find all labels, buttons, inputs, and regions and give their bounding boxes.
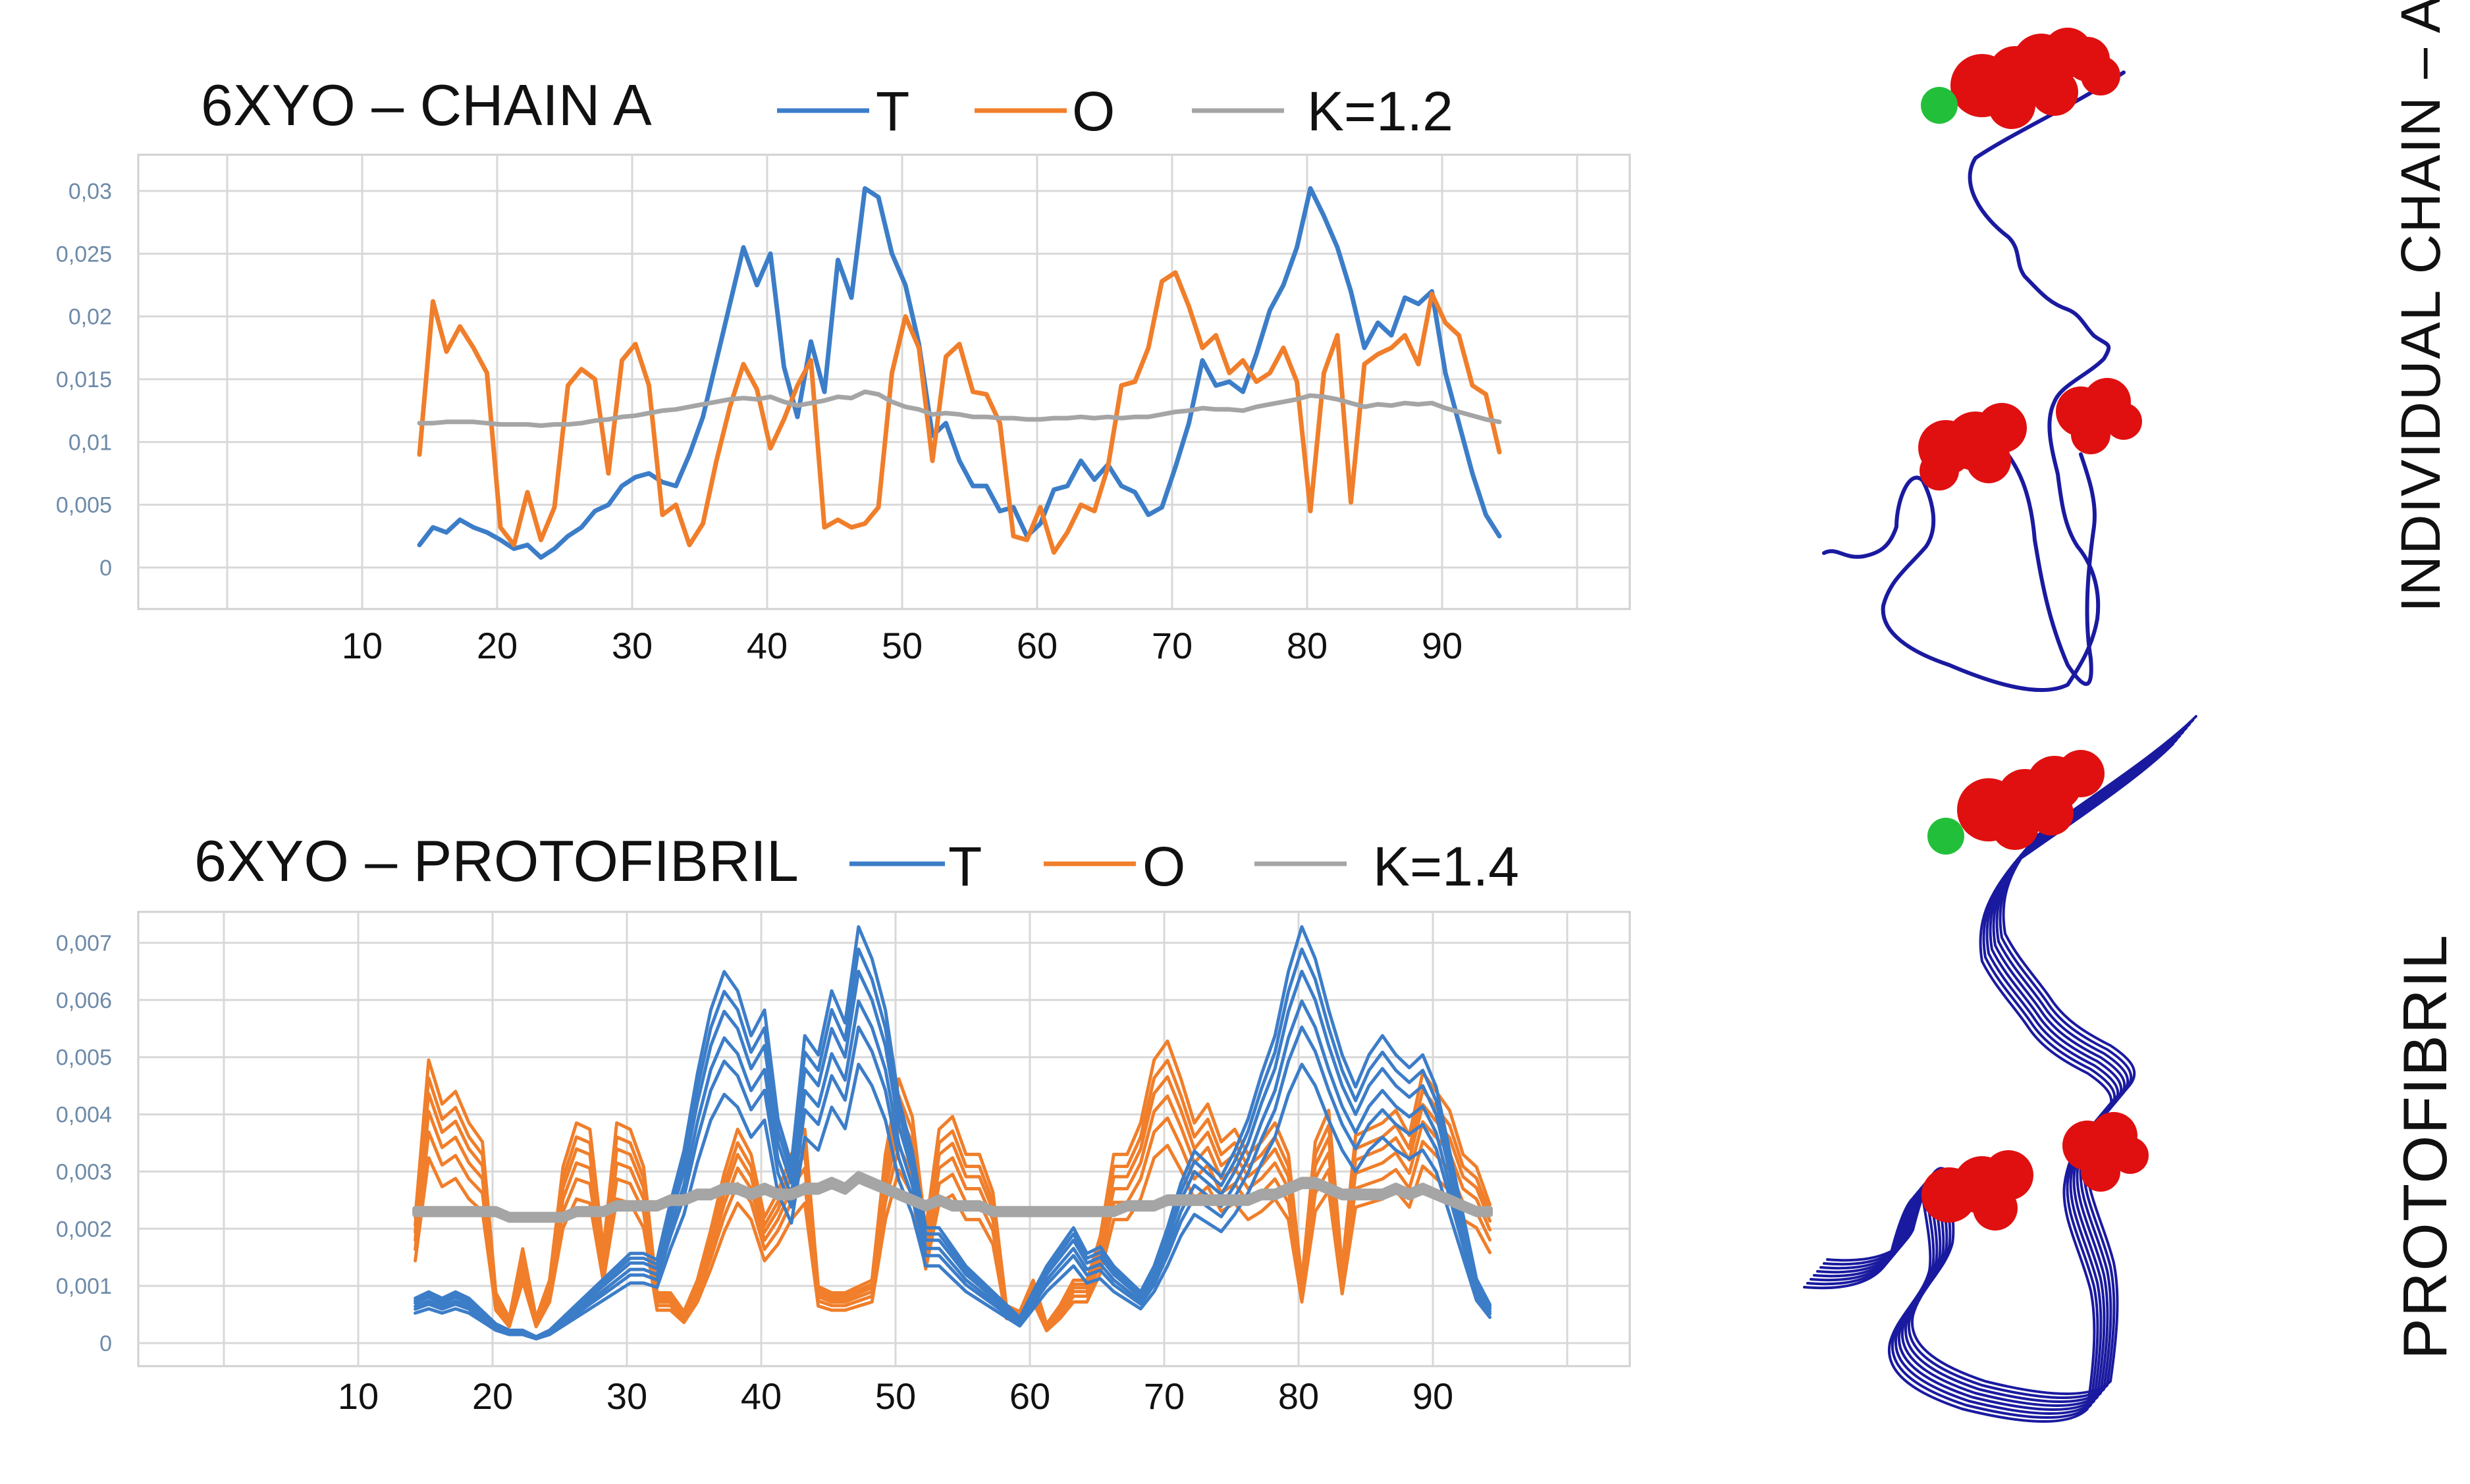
chart-title: 6XYO – PROTOFIBRIL <box>194 828 799 893</box>
protein-ribbon-chain-icon <box>1822 28 2142 693</box>
series-line-o <box>417 270 1502 555</box>
x-tick-label: 40 <box>741 1375 782 1417</box>
series-lines <box>412 925 1493 1340</box>
series-line-t <box>417 186 1502 560</box>
x-tick-label: 20 <box>477 625 518 666</box>
series-line-k-1-2 <box>417 389 1502 428</box>
series-line-t-chain-1 <box>414 1063 1492 1340</box>
chart-chain-a: 0 0,005 0,01 0,015 0,02 0,025 0,03 10 20 30 40 50 6… <box>56 72 1631 666</box>
series-line-o-chain-1 <box>414 1144 1492 1333</box>
series-line-t-chain-2 <box>414 1025 1492 1340</box>
y-tick-label: 0,007 <box>56 931 112 956</box>
y-tick-label: 0,002 <box>56 1217 112 1242</box>
x-tick-label: 70 <box>1152 625 1193 666</box>
plot-frame <box>137 911 1631 1367</box>
y-tick-label: 0,005 <box>56 493 112 518</box>
x-tick-label: 80 <box>1278 1375 1319 1417</box>
x-tick-label: 40 <box>747 625 788 666</box>
protofibril-strand <box>1806 739 2178 1419</box>
x-tick-label: 50 <box>875 1375 916 1417</box>
x-tick-label: 30 <box>606 1375 647 1417</box>
y-tick-labels: 0 0,001 0,002 0,003 0,004 0,005 0,006 0,007 <box>56 931 112 1356</box>
x-tick-labels: 10 20 30 40 50 60 70 80 90 <box>342 625 1463 666</box>
y-tick-labels: 0 0,005 0,01 0,015 0,02 0,025 0,03 <box>56 179 112 581</box>
chart-protofibril: 0 0,001 0,002 0,003 0,004 0,005 0,006 0,007 10 2… <box>56 828 1631 1417</box>
series-line-k-1-4-chain-6 <box>412 1171 1493 1218</box>
x-tick-label: 90 <box>1412 1375 1453 1417</box>
x-tick-label: 10 <box>338 1375 379 1417</box>
legend-label-t: T <box>876 80 909 142</box>
x-tick-label: 50 <box>882 625 923 666</box>
protofibril-strand <box>1810 735 2181 1415</box>
chart-title: 6XYO – CHAIN A <box>201 72 652 138</box>
protein-ribbon-protofibril-icon <box>1803 715 2197 1423</box>
side-label-individual-chain: INDIVIDUAL CHAIN – A <box>2390 0 2452 612</box>
x-tick-label: 80 <box>1287 625 1328 666</box>
x-tick-label: 30 <box>612 625 653 666</box>
y-tick-label: 0,02 <box>68 305 112 330</box>
y-tick-label: 0,01 <box>68 430 112 455</box>
x-tick-label: 20 <box>472 1375 513 1417</box>
y-tick-label: 0,015 <box>56 367 112 392</box>
series-line-t-chain-3 <box>414 999 1492 1340</box>
y-tick-label: 0,005 <box>56 1046 112 1071</box>
legend: T O K=1.4 <box>849 835 1519 897</box>
series-line-t-chain-5 <box>414 947 1492 1339</box>
protofibril-strand <box>1803 743 2174 1423</box>
legend-label-k: K=1.4 <box>1373 835 1519 897</box>
legend-label-k: K=1.2 <box>1307 80 1453 142</box>
side-label-protofibril: PROTOFIBRIL <box>2390 934 2459 1360</box>
y-tick-label: 0,03 <box>68 179 112 204</box>
x-tick-label: 70 <box>1144 1375 1185 1417</box>
grid <box>138 155 1630 609</box>
x-tick-label: 60 <box>1009 1375 1050 1417</box>
series-lines <box>417 186 1502 560</box>
y-tick-label: 0 <box>99 556 112 581</box>
legend: T O K=1.2 <box>777 80 1453 142</box>
x-tick-label: 60 <box>1017 625 1058 666</box>
legend-label-t: T <box>948 835 982 897</box>
x-tick-label: 90 <box>1422 625 1463 666</box>
y-tick-label: 0 <box>99 1331 112 1356</box>
y-tick-label: 0,004 <box>56 1103 112 1128</box>
y-tick-label: 0,001 <box>56 1274 112 1299</box>
legend-label-o: O <box>1142 835 1185 897</box>
legend-label-o: O <box>1072 80 1115 142</box>
y-tick-label: 0,025 <box>56 242 112 267</box>
series-line-t-chain-4 <box>414 969 1492 1339</box>
y-tick-label: 0,003 <box>56 1159 112 1184</box>
y-tick-label: 0,006 <box>56 988 112 1013</box>
x-tick-labels: 10 20 30 40 50 60 70 80 90 <box>338 1375 1453 1417</box>
x-tick-label: 10 <box>342 625 383 666</box>
series-line-t-chain-6 <box>414 925 1492 1338</box>
